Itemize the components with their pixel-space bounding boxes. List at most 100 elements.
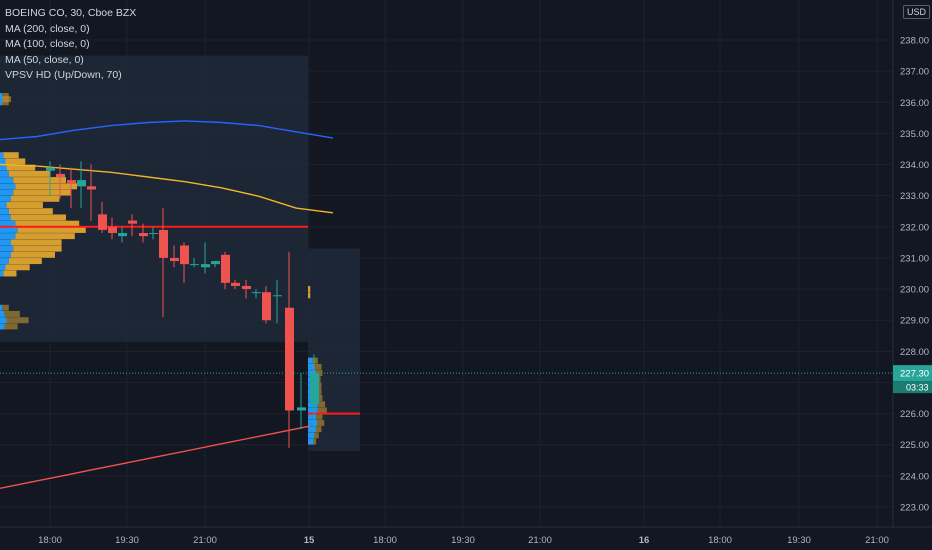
volume-profile-1-bar-up [0, 93, 3, 100]
volume-profile-1-bar-up [0, 239, 11, 246]
volume-profile-1-bar-down [5, 158, 26, 165]
candle-body [139, 233, 148, 237]
volume-profile-1-bar-up [0, 317, 7, 324]
y-tick-label: 237.00 [900, 67, 929, 78]
volume-profile-1-bar-up [0, 251, 11, 258]
x-tick-label: 18:00 [38, 535, 62, 546]
candle-body [77, 180, 86, 187]
volume-profile-1-bar-down [2, 304, 9, 311]
y-tick-label: 235.00 [900, 129, 929, 140]
candle-body [108, 226, 117, 234]
volume-profile-1-bar-down [13, 177, 66, 184]
volume-profile-1-bar-down [6, 317, 29, 324]
volume-profile-1-bar-up [0, 264, 6, 271]
volume-profile-1-bar-down [2, 96, 12, 103]
volume-profile-1-bar-up [0, 152, 4, 159]
volume-profile-2-bar-down [313, 438, 317, 445]
y-tick-label: 231.00 [900, 253, 929, 264]
volume-profile-1-bar-up [0, 233, 16, 240]
volume-profile-1-bar-down [11, 195, 60, 202]
x-tick-label: 18:00 [373, 535, 397, 546]
candle-body [170, 257, 179, 262]
volume-profile-2-bar-up [308, 357, 313, 364]
x-tick-label: 21:00 [528, 535, 552, 546]
volume-profile-1-bar-up [0, 195, 11, 202]
y-tick-label: 230.00 [900, 285, 929, 296]
candle-body [118, 233, 127, 237]
volume-profile-1-bar-up [0, 177, 14, 184]
volume-profile-1-bar-down [2, 93, 9, 100]
candle-body [56, 173, 65, 177]
last-price-label: 227.30 [900, 369, 929, 380]
volume-profile-2-bar-down [314, 363, 322, 370]
candle-body [46, 167, 55, 171]
candle-body [211, 261, 220, 265]
candle-body [149, 233, 158, 235]
candle-body [87, 186, 96, 190]
volume-profile-1-bar-up [0, 208, 9, 215]
y-tick-label: 232.00 [900, 222, 929, 233]
countdown-label: 03:33 [906, 383, 929, 393]
volume-profile-1-bar-down [8, 170, 51, 177]
volume-profile-1-bar-up [0, 214, 11, 221]
volume-profile-2-bar-down [316, 426, 322, 433]
volume-profile-2-bar-up [308, 426, 317, 433]
volume-profile-2-bar-down [317, 407, 327, 414]
x-tick-label: 19:30 [787, 535, 811, 546]
volume-profile-1-bar-down [4, 310, 20, 317]
x-tick-label: 19:30 [115, 535, 139, 546]
x-tick-label: 16 [639, 535, 650, 546]
volume-profile-1-bar-down [11, 251, 55, 258]
candle-body [98, 214, 107, 230]
y-tick-label: 233.00 [900, 191, 929, 202]
candle-body [252, 292, 261, 294]
volume-profile-1-bar-down [4, 323, 18, 330]
volume-profile-1-bar-down [3, 270, 17, 277]
y-tick-label: 223.00 [900, 503, 929, 514]
legend-symbol[interactable]: BOEING CO, 30, Cboe BZX [5, 7, 137, 19]
volume-profile-1-bar-up [0, 99, 3, 106]
x-tick-label: 18:00 [708, 535, 732, 546]
y-tick-label: 236.00 [900, 98, 929, 109]
y-tick-label: 226.00 [900, 409, 929, 420]
candle-body [285, 307, 294, 411]
y-tick-label: 229.00 [900, 316, 929, 327]
volume-profile-1-bar-up [0, 310, 5, 317]
y-tick-label: 224.00 [900, 471, 929, 482]
volume-profile-2-bar-up [308, 363, 315, 370]
volume-profile-2-bar-down [317, 382, 322, 389]
chart-legend: BOEING CO, 30, Cboe BZX MA (200, close, … [5, 6, 136, 84]
legend-ma100[interactable]: MA (100, close, 0) [5, 38, 90, 50]
volume-profile-2-bar-down [308, 286, 311, 293]
volume-profile-2-bar-down [317, 419, 325, 426]
y-tick-label: 228.00 [900, 347, 929, 358]
y-tick-label: 225.00 [900, 440, 929, 451]
volume-profile-2-bar-down [308, 292, 311, 299]
last-price-label-bg [893, 365, 932, 382]
volume-profile-2-bar-up [308, 407, 318, 414]
volume-profile-1-bar-down [5, 264, 30, 271]
x-tick-label: 21:00 [193, 535, 217, 546]
candle-body [128, 220, 137, 224]
volume-profile-1-bar-down [6, 202, 43, 209]
legend-ma50[interactable]: MA (50, close, 0) [5, 53, 84, 66]
candle-body [67, 180, 76, 184]
volume-profile-1-bar-up [0, 170, 9, 177]
volume-profile-1-bar-up [0, 183, 16, 190]
candle-body [310, 373, 319, 405]
legend-vpsv[interactable]: VPSV HD (Up/Down, 70) [5, 69, 122, 81]
ma-50-line [0, 163, 334, 214]
volume-profile-1-bar-up [0, 258, 9, 265]
currency-button[interactable]: USD [903, 5, 931, 19]
x-tick-label: 21:00 [865, 535, 889, 546]
volume-profile-2-bar-up [308, 413, 317, 420]
volume-profile-1-bar-up [0, 245, 14, 252]
volume-profile-1-bar-down [3, 152, 19, 159]
volume-profile-1-bar-down [15, 220, 80, 227]
volume-profile-1-bar-up [0, 323, 5, 330]
volume-profile-1-bar-up [0, 202, 7, 209]
candle-body [297, 407, 306, 411]
candle-body [231, 282, 240, 286]
legend-ma200[interactable]: MA (200, close, 0) [5, 22, 90, 35]
